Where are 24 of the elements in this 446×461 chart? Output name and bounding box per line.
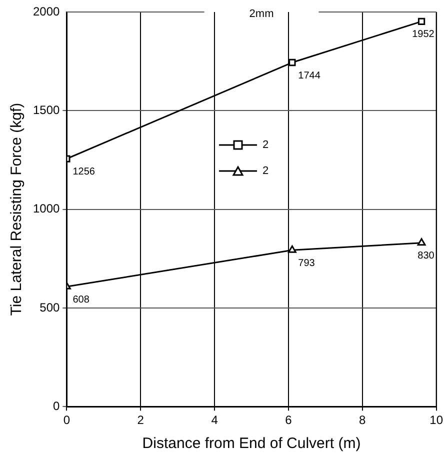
data-label: 1256	[72, 166, 96, 178]
y-tick-label: 1000	[32, 202, 60, 216]
legend-label: 2	[262, 165, 269, 178]
x-tick-label: 2	[137, 413, 144, 428]
x-tick-label: 0	[63, 413, 70, 428]
data-label: 793	[298, 258, 316, 269]
point	[288, 58, 296, 66]
data-label: 830	[418, 250, 435, 262]
x-tick-label: 8	[359, 413, 366, 428]
y-tick-label: 1500	[32, 102, 60, 117]
y-tick-label: 0	[53, 398, 60, 413]
x-axis-title: Distance from End of Culvert (m)	[142, 435, 361, 452]
x-tick-label: 10	[430, 413, 444, 428]
y-tick-label: 2000	[32, 4, 60, 18]
y-tick-label: 500	[40, 300, 60, 314]
x-tick-label: 6	[285, 413, 292, 428]
data-label: 1744	[298, 70, 321, 82]
legend-label: 2	[262, 139, 269, 152]
x-tick-label: 4	[211, 413, 218, 428]
chart-title: 2mm	[249, 8, 274, 20]
point	[418, 18, 426, 26]
data-label: 608	[72, 294, 90, 306]
data-label: 1952	[412, 29, 435, 40]
y-axis-title: Tie Lateral Resisting Force (kgf)	[8, 102, 26, 316]
